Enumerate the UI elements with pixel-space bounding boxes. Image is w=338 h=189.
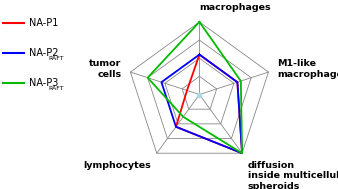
- Text: tumor
cells: tumor cells: [89, 60, 121, 79]
- Text: diffusion
inside multicellular
spheroids: diffusion inside multicellular spheroids: [248, 161, 338, 189]
- Text: M2-like
macrophages: M2-like macrophages: [199, 0, 271, 12]
- Text: NA-P3: NA-P3: [29, 78, 58, 88]
- Text: M1-like
macrophages: M1-like macrophages: [277, 60, 338, 79]
- Text: RAFT: RAFT: [48, 86, 64, 91]
- Text: RAFT: RAFT: [48, 56, 64, 61]
- Text: NA-P1: NA-P1: [29, 18, 58, 28]
- Text: NA-P2: NA-P2: [29, 48, 58, 58]
- Text: lymphocytes: lymphocytes: [83, 161, 151, 170]
